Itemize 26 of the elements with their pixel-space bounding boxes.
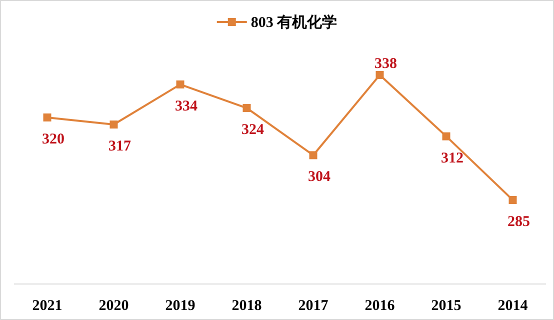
point [176, 80, 184, 88]
data-label: 304 [308, 169, 331, 186]
x-tick-label: 2016 [364, 298, 396, 314]
data-label: 324 [242, 122, 264, 138]
point [376, 71, 384, 79]
data-label: 338 [374, 56, 397, 72]
point [242, 104, 251, 112]
x-tick-label: 2015 [431, 298, 462, 314]
x-tick-label: 2017 [298, 298, 329, 314]
data-label: 320 [42, 131, 64, 148]
data-label: 317 [108, 138, 132, 155]
legend: 803 有机化学 [216, 15, 338, 31]
data-label: 312 [441, 150, 464, 166]
x-tick-label: 2019 [165, 298, 196, 314]
point [442, 132, 450, 140]
legend-label: 803 有机化学 [250, 14, 338, 31]
point [110, 120, 118, 129]
point [508, 196, 517, 204]
x-tick-label: 2021 [32, 298, 62, 314]
data-label: 285 [508, 214, 530, 230]
x-tick-label: 2014 [498, 298, 528, 314]
x-tick-label: 2018 [232, 298, 262, 314]
point [309, 151, 318, 160]
point [43, 113, 52, 122]
x-tick-label: 2020 [98, 298, 129, 314]
data-label: 334 [175, 98, 198, 114]
